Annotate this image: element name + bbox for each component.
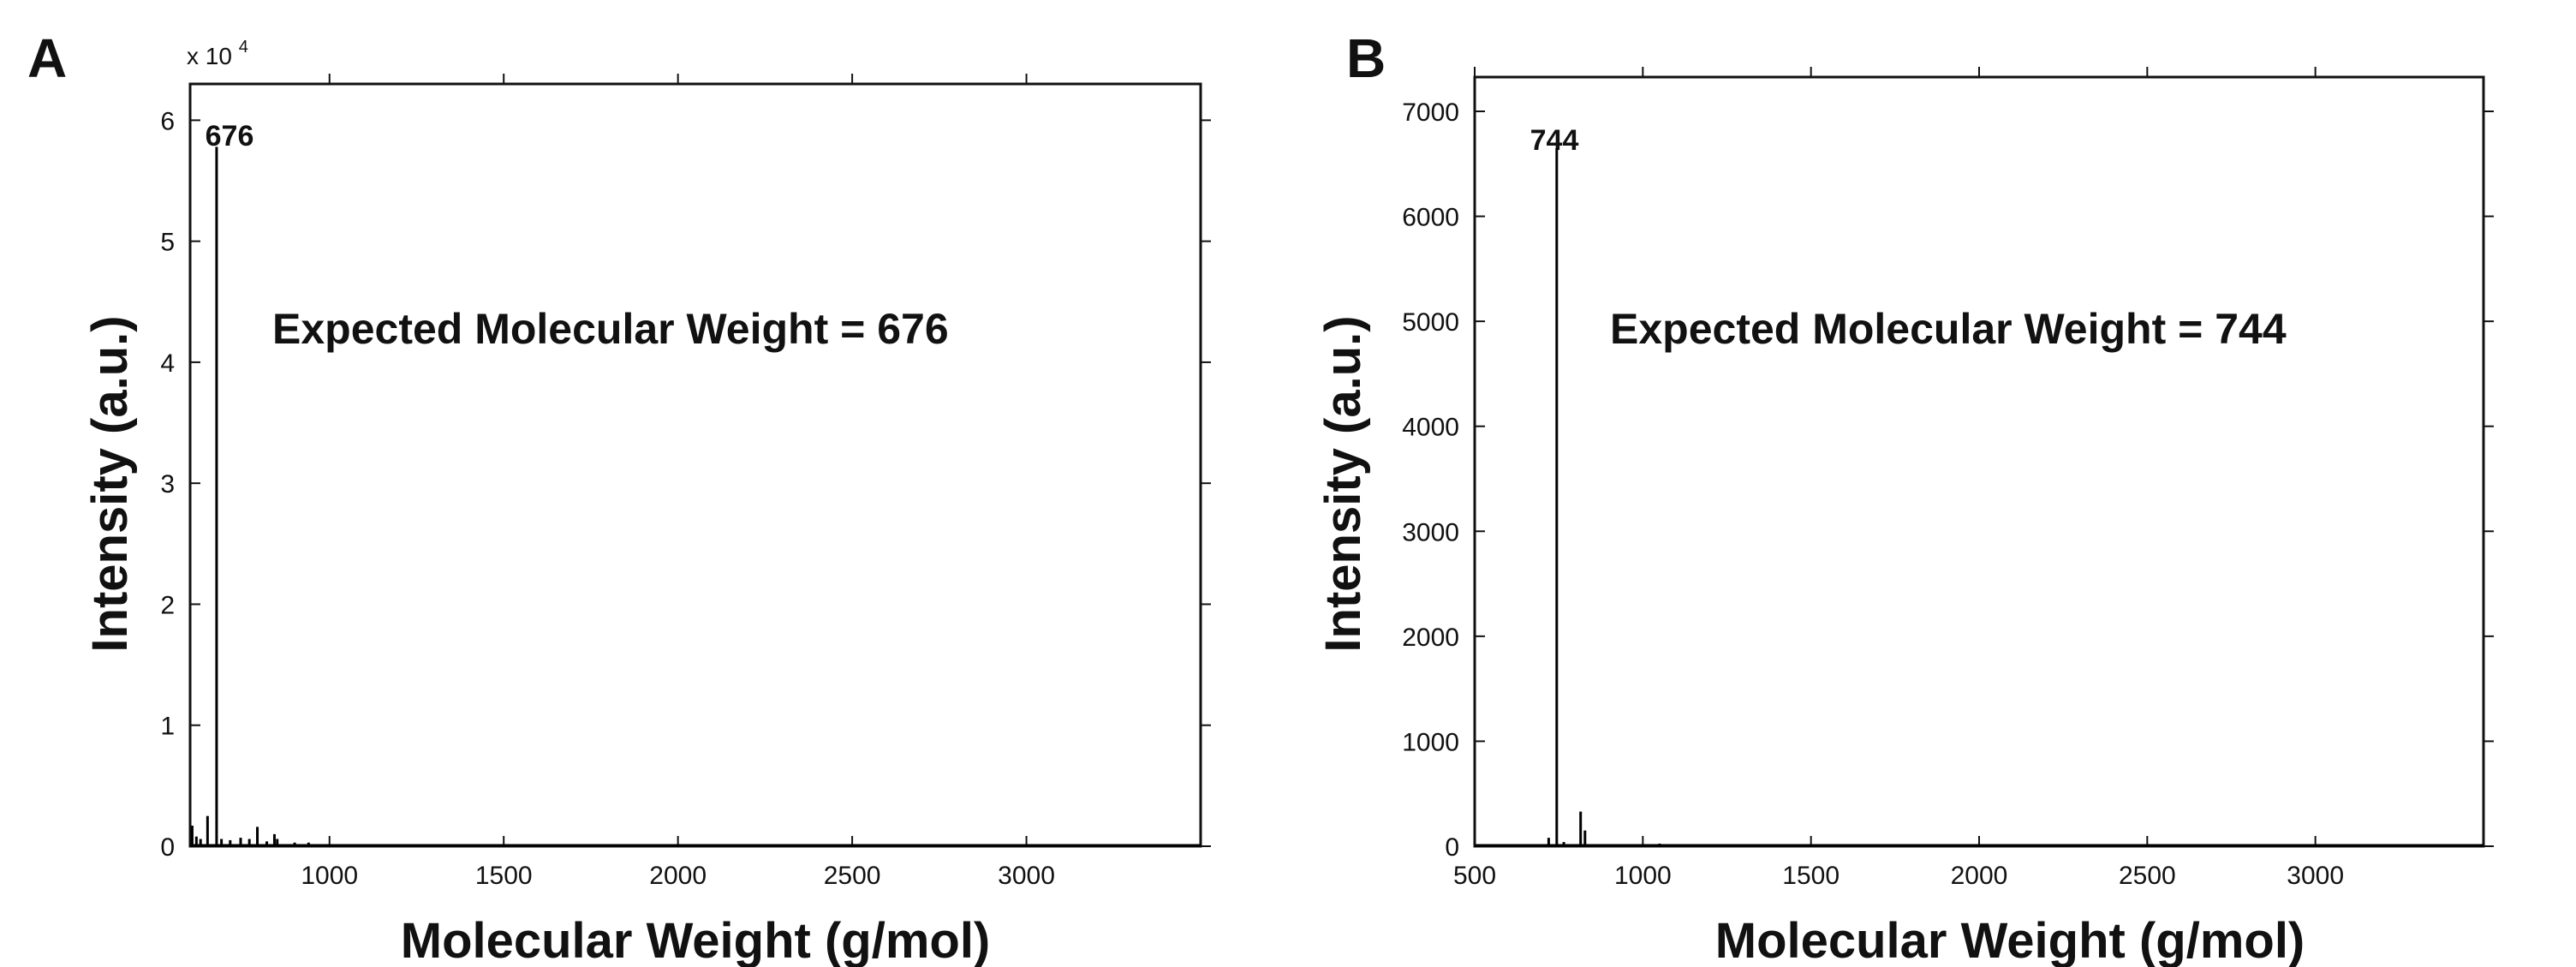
x-tick-label: 500 [1453, 862, 1496, 890]
panel-b-y-ticks: 0 1000 2000 3000 4000 5000 6000 7000 [1402, 98, 2494, 862]
panel-a-y-multiplier: x 10 4 [187, 38, 248, 69]
x-tick-label: 1000 [301, 862, 358, 890]
y-tick-label: 4000 [1402, 414, 1459, 442]
y-tick-label: 6000 [1402, 204, 1459, 232]
panel-b-plot-frame [1473, 75, 2485, 848]
y-tick-label: 2000 [1402, 624, 1459, 652]
y-tick-label: 4 [160, 349, 175, 378]
panel-a-plot-frame [188, 82, 1202, 848]
x-tick-label: 2000 [649, 862, 707, 890]
y-tick-label: 5000 [1402, 308, 1459, 337]
panel-a-y-axis-label: Intensity (a.u.) [82, 315, 138, 652]
x-tick-label: 1500 [1782, 862, 1840, 890]
y-tick-label: 3000 [1402, 518, 1459, 546]
panel-a-x-ticks: 1000 1500 2000 2500 3000 [301, 74, 1055, 890]
panel-a-label: A [27, 27, 67, 89]
panel-a-spectrum [190, 146, 1201, 847]
x-tick-label: 2500 [824, 862, 881, 890]
y-tick-label: 0 [160, 833, 175, 862]
y-tick-label: 1000 [1402, 728, 1459, 756]
panel-b-x-ticks: 500 1000 1500 2000 2500 3000 [1453, 67, 2344, 890]
x-tick-label: 1500 [475, 862, 533, 890]
y-tick-label: 5 [160, 229, 175, 257]
x-tick-label: 1000 [1614, 862, 1672, 890]
y-tick-label: 6 [160, 107, 175, 135]
x-tick-label: 2500 [2119, 862, 2176, 890]
x-tick-label: 3000 [2287, 862, 2344, 890]
panel-a-peak-label: 676 [206, 120, 254, 152]
panel-b: B Expected Molecular Weight = 744 744 Mo… [1315, 27, 2494, 967]
panel-a-x-axis-label: Molecular Weight (g/mol) [401, 913, 991, 967]
y-tick-label: 0 [1445, 833, 1459, 862]
y-tick-label: 1 [160, 713, 175, 741]
y-tick-label: 3 [160, 470, 175, 498]
panel-a: A x 10 4 Expected Molecular Weight = 676… [27, 27, 1211, 967]
panel-b-peak-label: 744 [1530, 124, 1579, 157]
panel-a-y-multiplier-exponent: 4 [239, 38, 248, 57]
panel-a-annotation: Expected Molecular Weight = 676 [272, 305, 949, 353]
x-tick-label: 2000 [1951, 862, 2008, 890]
y-tick-label: 7000 [1402, 98, 1459, 127]
panel-a-y-ticks: 0 1 2 3 4 5 6 [160, 107, 1211, 862]
panel-b-y-axis-label: Intensity (a.u.) [1315, 315, 1371, 652]
panel-a-y-multiplier-base: x 10 [187, 43, 232, 69]
panel-b-x-axis-label: Molecular Weight (g/mol) [1715, 913, 2305, 967]
panel-b-annotation: Expected Molecular Weight = 744 [1610, 305, 2287, 353]
panel-b-label: B [1346, 27, 1386, 89]
x-tick-label: 3000 [998, 862, 1055, 890]
y-tick-label: 2 [160, 591, 175, 619]
panel-b-spectrum [1475, 147, 2484, 847]
